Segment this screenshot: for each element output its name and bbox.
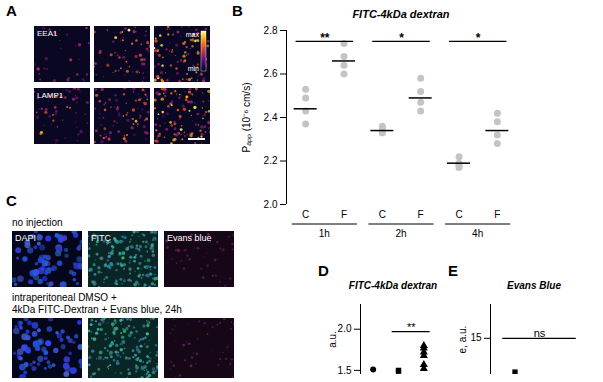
svg-text:4h: 4h [472, 228, 483, 239]
html-text:B: B [232, 2, 243, 19]
svg-text:LAMP1: LAMP1 [37, 91, 64, 100]
svg-text:intraperitoneal DMSO +: intraperitoneal DMSO + [12, 292, 117, 303]
svg-text:ns: ns [534, 327, 546, 339]
html-text:C: C [6, 192, 17, 209]
html-text:Evans Blue: Evans Blue [507, 280, 561, 291]
svg-text:C: C [302, 209, 309, 220]
svg-text:2.6: 2.6 [264, 68, 278, 79]
svg-text:**: ** [407, 321, 416, 333]
svg-text:2h: 2h [395, 228, 406, 239]
html-text:E: E [448, 262, 458, 279]
svg-text:15: 15 [470, 332, 482, 343]
svg-text:2.2: 2.2 [264, 155, 278, 166]
svg-text:C: C [455, 209, 462, 220]
svg-text:2.0: 2.0 [264, 199, 278, 210]
svg-text:Pₐₚₚ (10⁻⁶ cm/s): Pₐₚₚ (10⁻⁶ cm/s) [241, 83, 253, 153]
svg-text:FITC: FITC [91, 233, 111, 243]
svg-text:2.8: 2.8 [264, 25, 278, 36]
svg-text:F: F [494, 209, 500, 220]
svg-text:Evans blue: Evans blue [167, 233, 212, 243]
html-text:A: A [6, 2, 17, 19]
svg-text:e, a.u.: e, a.u. [457, 326, 468, 354]
svg-text:2.0: 2.0 [338, 323, 352, 334]
svg-text:EEA1: EEA1 [37, 29, 58, 38]
svg-text:F: F [418, 209, 424, 220]
svg-text:min: min [188, 65, 199, 72]
html-text:D: D [318, 262, 329, 279]
svg-text:no injection: no injection [12, 217, 63, 228]
svg-text:a.u.: a.u. [327, 331, 338, 348]
html-text:FITC-4kDa dextran: FITC-4kDa dextran [352, 8, 450, 20]
html-text:FITC-4kDa dextran: FITC-4kDa dextran [348, 280, 438, 291]
svg-text:1.5: 1.5 [338, 365, 352, 376]
svg-text:1h: 1h [319, 228, 330, 239]
svg-text:DAPI: DAPI [15, 233, 36, 243]
svg-text:4kDa FITC-Dextran + Evans blue: 4kDa FITC-Dextran + Evans blue, 24h [12, 304, 182, 315]
svg-text:2.4: 2.4 [264, 112, 278, 123]
svg-text:*: * [399, 31, 404, 45]
svg-text:F: F [341, 209, 347, 220]
svg-text:*: * [476, 31, 481, 45]
svg-text:**: ** [320, 31, 330, 45]
svg-text:max: max [186, 31, 200, 38]
svg-text:C: C [379, 209, 386, 220]
